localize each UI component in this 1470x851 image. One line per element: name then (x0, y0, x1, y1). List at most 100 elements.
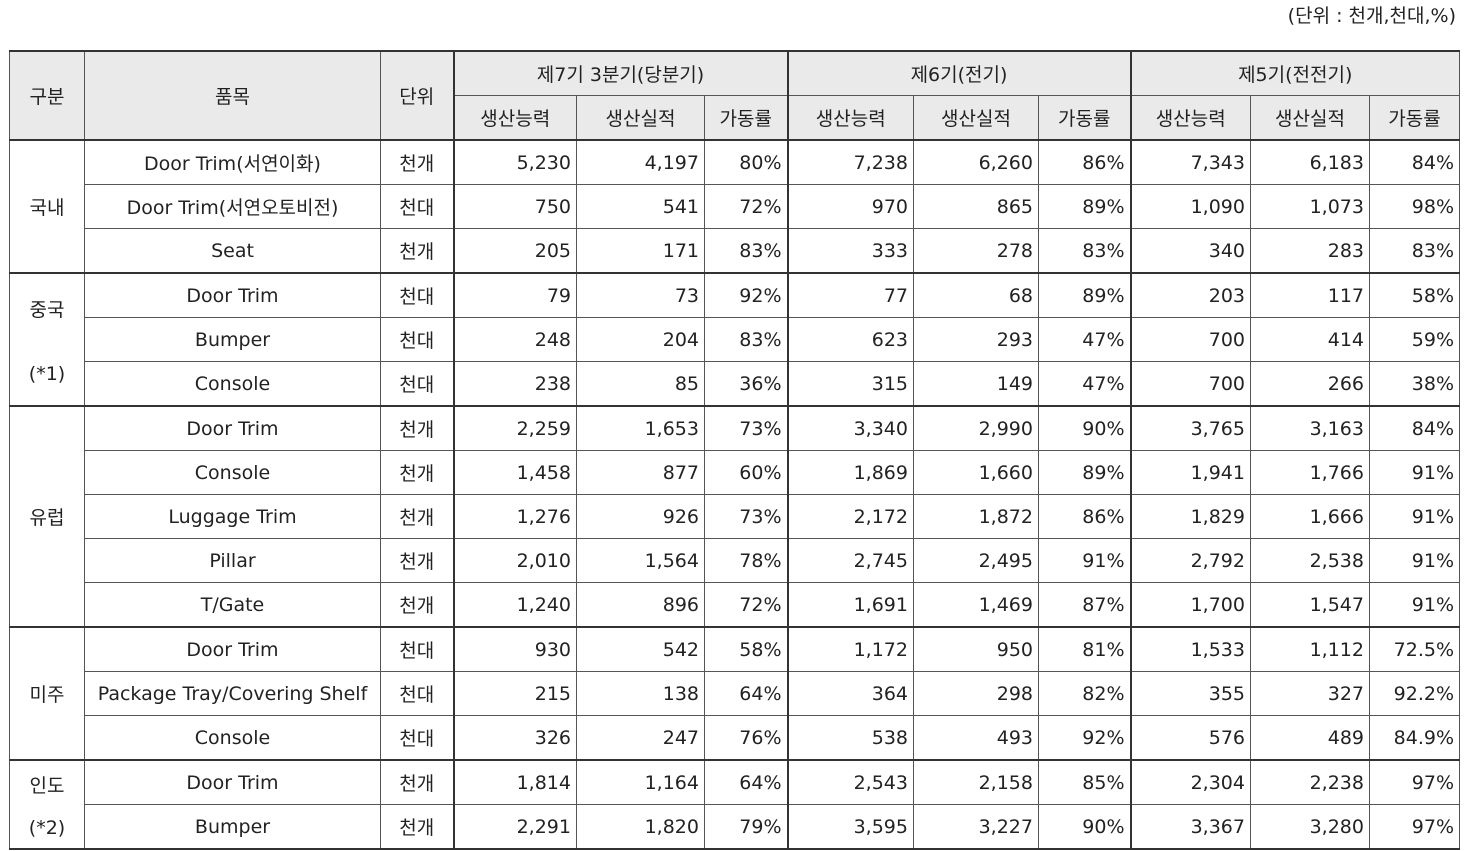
capacity-cell: 1,240 (452, 582, 577, 628)
table-header: 구분 품목 단위 제7기 3분기(당분기) 제6기(전기) 제5기(전전기) 생… (9, 50, 1460, 141)
utilization-cell: 38% (1369, 361, 1460, 407)
header-utilization: 가동률 (1369, 95, 1460, 141)
item-cell: Door Trim (84, 626, 381, 672)
unit-cell: 천대 (380, 671, 454, 716)
output-cell: 6,183 (1250, 139, 1370, 185)
capacity-cell: 355 (1129, 671, 1251, 716)
header-period-7: 제7기 3분기(당분기) (452, 50, 788, 96)
utilization-cell: 92% (704, 272, 788, 318)
header-period-6: 제6기(전기) (786, 50, 1131, 96)
capacity-cell: 538 (786, 715, 914, 761)
utilization-cell: 90% (1038, 804, 1131, 850)
capacity-cell: 205 (452, 228, 577, 274)
capacity-cell: 1,700 (1129, 582, 1251, 628)
header-capacity: 생산능력 (1129, 95, 1251, 141)
output-cell: 1,547 (1250, 582, 1370, 628)
header-item: 품목 (84, 50, 381, 141)
utilization-cell: 86% (1038, 494, 1131, 539)
utilization-cell: 87% (1038, 582, 1131, 628)
capacity-cell: 1,533 (1129, 626, 1251, 672)
table-body: 국내 Door Trim(서연이화) 천개 5,230 4,197 80% 7,238 6,2… (9, 139, 1460, 850)
utilization-cell: 83% (1369, 228, 1460, 274)
item-cell: Door Trim (84, 759, 381, 805)
capacity-cell: 2,172 (786, 494, 914, 539)
capacity-cell: 1,869 (786, 450, 914, 495)
output-cell: 298 (913, 671, 1039, 716)
capacity-cell: 77 (786, 272, 914, 318)
item-cell: Bumper (84, 804, 381, 850)
table-row: Bumper 천개 2,291 1,820 79% 3,595 3,227 90% 3,367 3… (10, 804, 1460, 850)
region-cell: 중국 (*1) (9, 272, 85, 407)
capacity-cell: 1,814 (452, 759, 577, 805)
output-cell: 2,158 (913, 759, 1039, 805)
utilization-cell: 64% (704, 759, 788, 805)
unit-cell: 천개 (380, 405, 454, 451)
output-cell: 1,666 (1250, 494, 1370, 539)
utilization-cell: 58% (1369, 272, 1460, 318)
capacity-cell: 3,765 (1129, 405, 1251, 451)
item-cell: Door Trim (84, 405, 381, 451)
utilization-cell: 79% (704, 804, 788, 850)
capacity-cell: 2,304 (1129, 759, 1251, 805)
output-cell: 2,238 (1250, 759, 1370, 805)
utilization-cell: 59% (1369, 317, 1460, 362)
output-cell: 1,564 (576, 538, 705, 583)
header-output: 생산실적 (576, 95, 705, 141)
utilization-cell: 91% (1369, 538, 1460, 583)
table-row: 국내 Door Trim(서연이화) 천개 5,230 4,197 80% 7,238 6,2… (9, 139, 1460, 274)
capacity-cell: 203 (1129, 272, 1251, 318)
capacity-cell: 3,367 (1129, 804, 1251, 850)
table-row: Console 천대 238 85 36% 315 149 47% 700 266 38% (10, 361, 1460, 407)
output-cell: 865 (913, 184, 1039, 229)
output-cell: 3,227 (913, 804, 1039, 850)
header-category: 구분 (9, 50, 85, 141)
capacity-cell: 1,276 (452, 494, 577, 539)
capacity-cell: 930 (452, 626, 577, 672)
production-capacity-table: 구분 품목 단위 제7기 3분기(당분기) 제6기(전기) 제5기(전전기) 생… (9, 50, 1460, 850)
capacity-cell: 5,230 (452, 139, 577, 185)
unit-cell: 천개 (380, 228, 454, 274)
item-cell: Luggage Trim (84, 494, 381, 539)
capacity-cell: 3,595 (786, 804, 914, 850)
unit-cell: 천개 (380, 582, 454, 628)
output-cell: 1,112 (1250, 626, 1370, 672)
utilization-cell: 47% (1038, 361, 1131, 407)
capacity-cell: 248 (452, 317, 577, 362)
output-cell: 2,990 (913, 405, 1039, 451)
capacity-cell: 1,172 (786, 626, 914, 672)
table-row: 유럽 Door Trim 천개 2,259 1,653 73% 3,340 2,990 90% 3… (9, 405, 1460, 628)
header-capacity: 생산능력 (786, 95, 914, 141)
capacity-cell: 2,010 (452, 538, 577, 583)
output-cell: 278 (913, 228, 1039, 274)
output-cell: 1,766 (1250, 450, 1370, 495)
capacity-cell: 2,291 (452, 804, 577, 850)
capacity-cell: 7,238 (786, 139, 914, 185)
utilization-cell: 83% (1038, 228, 1131, 274)
capacity-cell: 326 (452, 715, 577, 761)
table-row: 미주 Door Trim 천대 930 542 58% 1,172 950 81% 1,533 1,… (9, 626, 1460, 761)
header-output: 생산실적 (913, 95, 1039, 141)
region-label: 국내 (29, 197, 65, 219)
unit-cell: 천개 (380, 804, 454, 850)
utilization-cell: 86% (1038, 139, 1131, 185)
output-cell: 85 (576, 361, 705, 407)
item-cell: T/Gate (84, 582, 381, 628)
table-row: Seat 천개 205 171 83% 333 278 83% 340 283 83% (10, 228, 1460, 274)
item-cell: Package Tray/Covering Shelf (84, 671, 381, 716)
output-cell: 73 (576, 272, 705, 318)
utilization-cell: 72.5% (1369, 626, 1460, 672)
utilization-cell: 78% (704, 538, 788, 583)
output-cell: 1,469 (913, 582, 1039, 628)
utilization-cell: 80% (704, 139, 788, 185)
utilization-cell: 72% (704, 582, 788, 628)
output-cell: 1,872 (913, 494, 1039, 539)
unit-cell: 천대 (380, 184, 454, 229)
capacity-cell: 1,941 (1129, 450, 1251, 495)
region-label: 중국 (29, 298, 65, 321)
table-row: T/Gate 천개 1,240 896 72% 1,691 1,469 87% 1,700 1,5… (10, 582, 1460, 628)
output-cell: 149 (913, 361, 1039, 407)
region-label: 유럽 (29, 507, 65, 529)
utilization-cell: 83% (704, 317, 788, 362)
output-cell: 171 (576, 228, 705, 274)
output-cell: 6,260 (913, 139, 1039, 185)
